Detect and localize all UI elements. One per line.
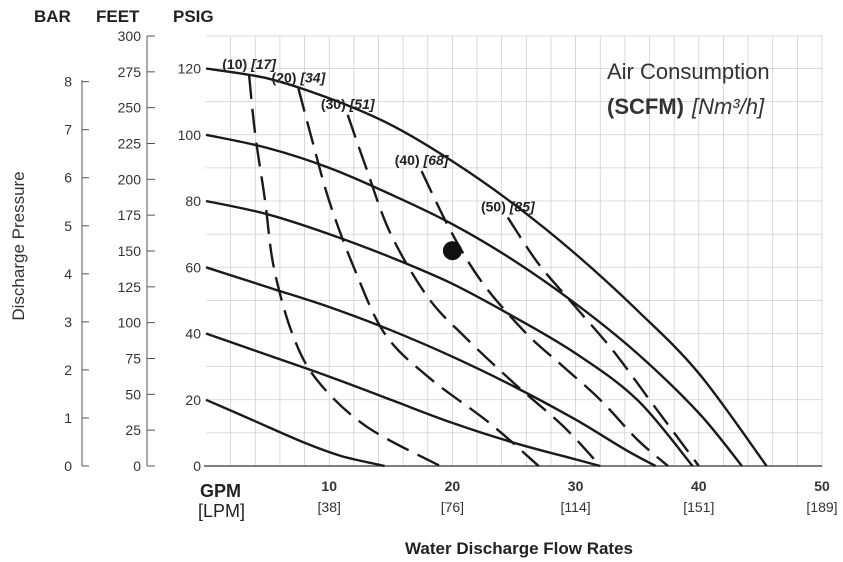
air-consumption-curve bbox=[420, 170, 669, 467]
x-tick-label: 50 bbox=[814, 478, 830, 494]
air-consumption-labels: (10) [17](20) [34] (30) [51] (40) [68] (50)… bbox=[222, 56, 536, 214]
x-tick-label: 40 bbox=[691, 478, 707, 494]
bar-tick-label: 3 bbox=[64, 314, 72, 330]
psig-tick-label: 40 bbox=[185, 326, 201, 342]
legend-scfm: (SCFM) bbox=[607, 94, 684, 119]
air-label-nm3h: [34] bbox=[299, 69, 326, 85]
bar-tick-label: 5 bbox=[64, 218, 72, 234]
x-unit-lpm: [LPM] bbox=[198, 501, 245, 521]
feet-tick-label: 300 bbox=[118, 28, 142, 44]
psig-tick-label: 80 bbox=[185, 193, 201, 209]
feet-tick-label: 250 bbox=[118, 100, 142, 116]
air-label-nm3h: [51] bbox=[349, 96, 376, 112]
air-consumption-label: (40) [68] bbox=[395, 152, 450, 168]
bar-tick-label: 7 bbox=[64, 122, 72, 138]
bar-tick-label: 1 bbox=[64, 410, 72, 426]
air-consumption-curve bbox=[506, 216, 700, 467]
performance-curve bbox=[205, 133, 743, 467]
feet-tick-label: 175 bbox=[118, 207, 142, 223]
air-label-nm3h: [17] bbox=[250, 56, 277, 72]
bar-tick-label: 0 bbox=[64, 458, 72, 474]
air-consumption-label: (50) [85] bbox=[481, 199, 536, 215]
x-axis-title: Water Discharge Flow Rates bbox=[405, 539, 633, 558]
x-unit-gpm: GPM bbox=[200, 481, 241, 501]
x-tick-alt-label: [38] bbox=[318, 499, 341, 515]
y-axis-title: Discharge Pressure bbox=[9, 171, 28, 320]
air-consumption-curve bbox=[247, 74, 441, 468]
bar-tick-label: 8 bbox=[64, 74, 72, 90]
air-label-scfm: (50) bbox=[481, 199, 510, 215]
air-consumption-label: (20) [34] bbox=[272, 69, 327, 85]
feet-tick-label: 50 bbox=[125, 386, 141, 402]
x-tick-label: 10 bbox=[321, 478, 337, 494]
air-consumption-label: (30) [51] bbox=[321, 96, 376, 112]
feet-tick-label: 200 bbox=[118, 171, 142, 187]
bar-tick-label: 2 bbox=[64, 362, 72, 378]
feet-tick-label: 225 bbox=[118, 136, 142, 152]
legend-units: (SCFM) [Nm³/h] bbox=[607, 94, 765, 119]
air-consumption-curve bbox=[297, 88, 540, 467]
psig-tick-label: 0 bbox=[193, 458, 201, 474]
x-tick-alt-label: [151] bbox=[683, 499, 714, 515]
feet-tick-label: 125 bbox=[118, 279, 142, 295]
feet-tick-label: 150 bbox=[118, 243, 142, 259]
legend-nm3h: [Nm³/h] bbox=[691, 94, 765, 119]
air-label-scfm: (20) bbox=[272, 69, 301, 85]
psig-tick-label: 100 bbox=[178, 127, 202, 143]
air-label-scfm: (30) bbox=[321, 96, 350, 112]
air-label-nm3h: [85] bbox=[509, 199, 536, 215]
operating-point bbox=[442, 241, 462, 261]
performance-curve bbox=[205, 67, 768, 467]
x-tick-label: 20 bbox=[445, 478, 461, 494]
performance-curves bbox=[205, 67, 768, 468]
legend-title: Air Consumption bbox=[607, 59, 770, 84]
feet-tick-label: 100 bbox=[118, 315, 142, 331]
x-tick-alt-label: [76] bbox=[441, 499, 464, 515]
bar-axis-header: BAR bbox=[34, 7, 71, 26]
psig-tick-label: 120 bbox=[178, 61, 202, 77]
air-consumption-curve bbox=[346, 114, 602, 467]
feet-tick-label: 25 bbox=[125, 422, 141, 438]
psig-axis-header: PSIG bbox=[173, 7, 214, 26]
performance-curve bbox=[205, 199, 694, 467]
feet-tick-label: 0 bbox=[133, 458, 141, 474]
feet-axis-header: FEET bbox=[96, 7, 140, 26]
legend: Air Consumption (SCFM) [Nm³/h] bbox=[607, 59, 770, 119]
bar-tick-label: 4 bbox=[64, 266, 72, 282]
bar-tick-label: 6 bbox=[64, 170, 72, 186]
air-consumption-label: (10) [17] bbox=[222, 56, 277, 72]
x-tick-alt-label: [114] bbox=[561, 499, 591, 515]
performance-curve bbox=[205, 266, 657, 468]
psig-tick-label: 20 bbox=[185, 392, 201, 408]
psig-tick-label: 60 bbox=[185, 259, 201, 275]
performance-curve bbox=[205, 332, 601, 468]
feet-tick-label: 75 bbox=[125, 351, 141, 367]
performance-curve bbox=[205, 398, 385, 468]
feet-tick-label: 275 bbox=[118, 64, 142, 80]
air-consumption-curves bbox=[247, 74, 700, 468]
tick-labels: 0204060801001200255075100125150175200225… bbox=[64, 28, 837, 515]
x-tick-alt-label: [189] bbox=[806, 499, 837, 515]
x-tick-label: 30 bbox=[568, 478, 584, 494]
air-label-nm3h: [68] bbox=[423, 152, 450, 168]
air-label-scfm: (40) bbox=[395, 152, 424, 168]
air-label-scfm: (10) bbox=[222, 56, 251, 72]
